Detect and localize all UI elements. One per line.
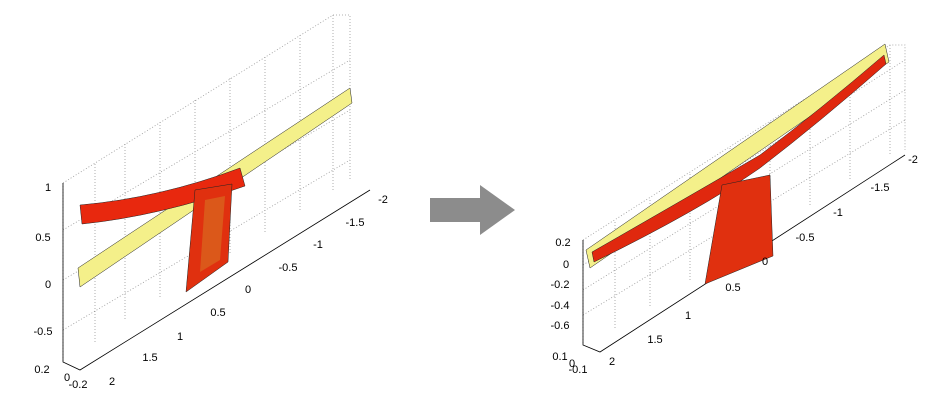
z-tick-label: -0.5 xyxy=(34,326,53,338)
y-tick-label: -0.5 xyxy=(796,232,815,244)
x-tick-label: 0 xyxy=(64,372,70,384)
x-tick-label: 0.2 xyxy=(34,364,49,376)
y-tick-label: -2 xyxy=(378,194,388,206)
y-tick-label: -1 xyxy=(833,207,843,219)
x-tick-label: 0.1 xyxy=(552,351,567,363)
y-tick-label: 2 xyxy=(609,356,615,368)
y-tick-label: 1.5 xyxy=(142,352,157,364)
z-tick-label: -0.2 xyxy=(551,279,570,291)
y-tick-label: -0.5 xyxy=(279,262,298,274)
y-tick-label: 0 xyxy=(762,256,768,268)
y-tick-label: 0 xyxy=(245,284,251,296)
z-tick-label: 1 xyxy=(45,182,51,194)
z-tick-label: -0.6 xyxy=(551,320,570,332)
y-tick-label: -1.5 xyxy=(346,217,365,229)
x-tick-label: -0.2 xyxy=(69,379,88,391)
axes xyxy=(62,183,371,371)
z-tick-label: 0 xyxy=(563,259,569,271)
z-tick-label: 0.2 xyxy=(555,237,570,249)
tick-labels: 10.50-0.50.20-0.2 21.510.50-0.5-1-1.5-20.… xyxy=(34,154,918,391)
y-tick-label: -1.5 xyxy=(871,182,890,194)
y-tick-label: -1 xyxy=(313,239,323,251)
y-tick-label: 1 xyxy=(685,310,691,322)
left-plot xyxy=(62,14,371,371)
right-plot xyxy=(582,43,906,353)
x-tick-label: 0 xyxy=(569,358,575,370)
y-tick-label: 2 xyxy=(109,376,115,388)
surface-shade xyxy=(200,196,225,272)
y-tick-label: 1.5 xyxy=(647,334,662,346)
surface-flap xyxy=(704,174,774,285)
y-tick-label: 1 xyxy=(177,331,183,343)
surface-band-red xyxy=(591,54,887,263)
arrow xyxy=(430,185,515,235)
z-tick-label: -0.4 xyxy=(551,300,570,312)
y-tick-label: 0.5 xyxy=(725,282,740,294)
y-tick-label: 0.5 xyxy=(210,307,225,319)
x-tick-label: -0.1 xyxy=(569,364,588,376)
z-tick-label: 0.5 xyxy=(35,232,50,244)
y-tick-label: -2 xyxy=(908,154,918,166)
z-tick-label: 0 xyxy=(45,279,51,291)
surface-band-red xyxy=(79,167,246,225)
